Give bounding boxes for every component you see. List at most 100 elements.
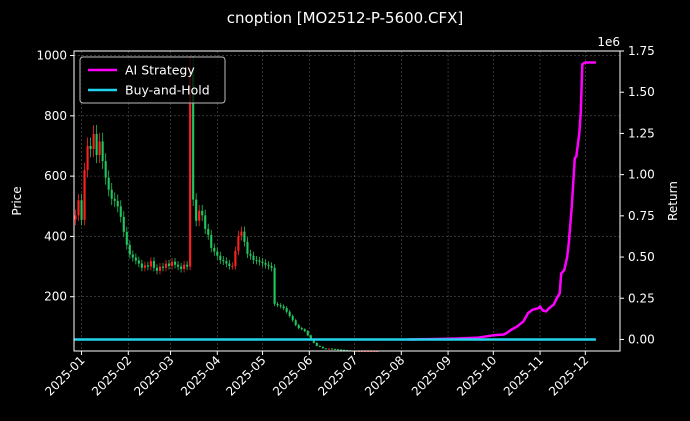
candle-body	[207, 228, 210, 235]
candle-body	[342, 349, 346, 351]
legend-label-ai-strategy: AI Strategy	[125, 63, 195, 78]
candle-body	[180, 266, 183, 269]
candle-body	[170, 261, 174, 266]
candle-body	[198, 210, 201, 221]
candle-body	[92, 133, 95, 149]
left-y-tick-label: 400	[44, 229, 67, 243]
candle-body	[131, 254, 134, 258]
candle-body	[303, 329, 306, 332]
candle-body	[300, 328, 303, 330]
candle-body	[306, 331, 309, 336]
legend-label-buy-and-hold: Buy-and-Hold	[125, 83, 210, 98]
right-y-tick-label: 1.75	[628, 44, 655, 58]
candle-body	[189, 67, 192, 267]
candle-body	[249, 253, 252, 256]
candle-body	[315, 342, 318, 346]
candle-body	[152, 261, 155, 268]
candle-body	[255, 259, 258, 261]
candle-body	[143, 265, 146, 268]
candle-body	[273, 267, 276, 304]
candle-body	[116, 200, 119, 207]
candle-body	[264, 262, 267, 265]
return-lines	[74, 61, 596, 341]
candle-body	[164, 263, 168, 268]
candle-body	[336, 349, 340, 351]
left-y-axis-label: Price	[10, 186, 24, 215]
candle-body	[252, 255, 255, 260]
right-y-tick-label: 0.75	[628, 209, 655, 223]
candle-body	[134, 257, 137, 261]
candle-body	[261, 261, 264, 263]
candle-body	[137, 260, 140, 264]
candle-body	[324, 348, 327, 350]
candle-body	[161, 266, 165, 268]
candle-body	[74, 215, 77, 220]
candle-body	[243, 231, 246, 242]
candle-body	[246, 241, 249, 254]
candle-body	[104, 161, 107, 178]
candle-body	[107, 177, 110, 190]
candle-body	[110, 189, 113, 199]
right-y-tick-label: 0.25	[628, 291, 655, 305]
candle-body	[288, 311, 291, 317]
legend-box	[79, 56, 226, 104]
candle-body	[86, 145, 89, 171]
candle-body	[113, 198, 116, 201]
candle-body	[167, 263, 171, 266]
candle-body	[330, 348, 333, 350]
candle-body	[155, 267, 159, 271]
left-y-tick-label: 1000	[36, 49, 67, 63]
right-y-axis-label: Return	[666, 181, 680, 221]
candle-body	[98, 141, 101, 156]
candle-body	[276, 303, 279, 306]
candle-body	[267, 264, 270, 266]
candle-body	[128, 244, 131, 255]
candle-body	[297, 325, 300, 329]
candle-body	[210, 234, 213, 248]
candle-body	[140, 263, 143, 268]
series-line-ai-strategy	[408, 61, 596, 341]
candle-body	[204, 215, 207, 229]
right-y-axis: 0.00 0.25 0.50 0.75 1.00 1.25 1.50 1.75	[620, 44, 655, 346]
candle-body	[339, 349, 343, 351]
chart-title: cnoption [MO2512-P-5600.CFX]	[227, 9, 463, 27]
plot-frame	[73, 50, 621, 352]
left-y-tick-label: 600	[44, 169, 67, 183]
candle-body	[270, 265, 273, 268]
right-axis-multiplier: 1e6	[597, 35, 620, 49]
candle-body	[258, 260, 261, 262]
candle-body	[219, 255, 222, 260]
candle-body	[234, 250, 237, 266]
left-y-tick-label: 200	[44, 290, 67, 304]
left-y-axis: 200 400 600 800 1000	[36, 49, 74, 304]
candle-body	[186, 264, 189, 267]
candle-body	[95, 133, 98, 156]
candle-body	[146, 265, 149, 267]
candle-body	[119, 206, 122, 217]
candle-body	[333, 348, 336, 350]
candle-body	[125, 231, 128, 245]
candle-body	[237, 235, 240, 251]
candle-body	[213, 247, 216, 252]
right-y-tick-label: 1.50	[628, 85, 655, 99]
candle-body	[80, 200, 83, 220]
candle-body	[177, 264, 180, 267]
candle-body	[228, 263, 231, 266]
right-y-tick-label: 1.00	[628, 168, 655, 182]
candle-body	[318, 345, 321, 347]
candle-body	[122, 216, 125, 232]
candle-body	[294, 320, 297, 326]
candle-body	[222, 259, 225, 262]
candle-body	[158, 266, 162, 271]
candle-body	[173, 261, 177, 265]
candle-body	[231, 265, 234, 267]
candle-body	[282, 306, 285, 309]
candle-body	[240, 231, 243, 236]
candle-body	[225, 261, 228, 264]
candle-body	[216, 251, 219, 256]
candle-body	[285, 308, 288, 312]
left-y-tick-label: 800	[44, 109, 67, 123]
right-y-tick-label: 1.25	[628, 126, 655, 140]
candle-body	[77, 200, 80, 216]
